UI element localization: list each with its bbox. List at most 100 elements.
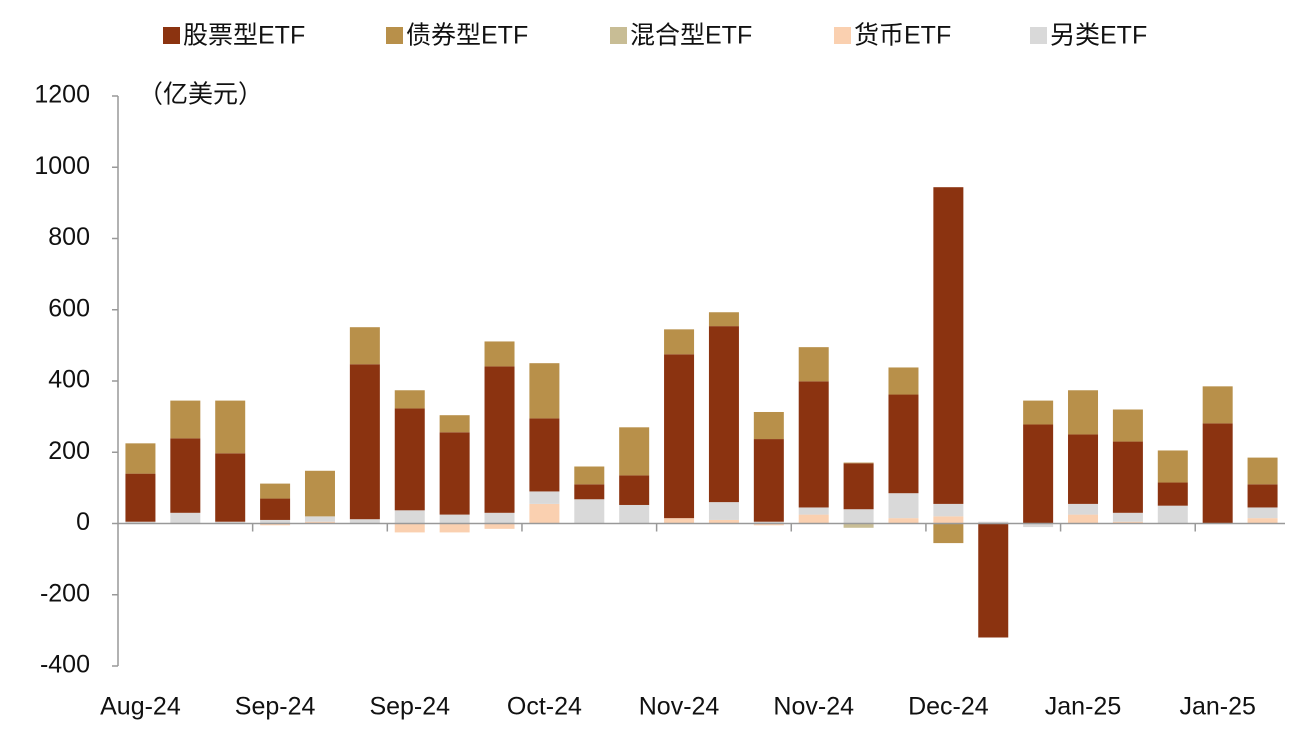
legend-label: 股票型ETF [183,22,305,50]
bar-segment [260,519,291,524]
bar-segment [574,466,605,485]
bar-segment [978,523,1009,638]
bar-segment [439,523,470,533]
bar-segment [753,523,784,526]
bar-segment [439,415,470,433]
bar-segment [215,521,246,524]
x-tick-label: Dec-24 [908,693,989,721]
bar-segment [484,341,515,367]
bar-segment [1023,424,1054,524]
bar-segment [304,516,335,522]
legend-swatch [163,27,180,44]
y-tick-label: 400 [48,366,90,394]
bar-segment [260,483,291,499]
bar-segment [708,326,739,503]
bar-segment [933,503,964,517]
y-tick-label: -200 [40,579,90,607]
bar-segment [349,519,380,524]
legend-label: 债券型ETF [406,22,528,50]
bar-segment [1247,484,1278,508]
bar-segment [170,438,201,513]
y-tick-label: 600 [48,294,90,322]
bar-segment [753,439,784,522]
bar-segment [1112,441,1143,513]
y-axis-label: （亿美元） [138,81,263,109]
bar-segment [1202,386,1233,424]
bar-segment [843,509,874,524]
bar-segment [260,498,291,520]
bar-segment [888,367,919,395]
bar-segment [798,507,829,515]
legend-swatch [386,27,403,44]
bar-segment [260,523,291,526]
bar-segment [1157,482,1188,506]
bar-segment [529,418,560,492]
bar-segment [529,491,560,504]
bar-segment [1247,457,1278,485]
bar-segment [1202,423,1233,524]
bar-segment [1112,512,1143,522]
bar-segment [888,493,919,519]
bar-segment [619,427,650,476]
legend-label: 另类ETF [1050,22,1147,50]
bar-segment [933,187,964,504]
bar-segment [574,484,605,500]
x-tick-label: Oct-24 [507,693,582,721]
bar-segment [1112,409,1143,442]
bar-segment [1068,390,1099,435]
bar-segment [394,390,425,409]
x-tick-label: Sep-24 [235,693,316,721]
bar-segment [888,394,919,494]
y-tick-label: 1200 [34,81,90,109]
y-tick-label: 200 [48,437,90,465]
bar-segment [484,523,515,529]
x-tick-label: Jan-25 [1045,693,1121,721]
x-tick-label: Jan-25 [1179,693,1255,721]
x-tick-label: Nov-24 [639,693,720,721]
bar-segment [304,521,335,524]
legend-label: 混合型ETF [630,22,752,50]
bar-segment [1157,505,1188,524]
legend-swatch [1030,27,1047,44]
bar-segment [978,521,1009,524]
x-tick-label: Sep-24 [369,693,450,721]
bar-segment [933,523,964,544]
bar-segment [708,312,739,327]
bar-segment [215,453,246,522]
x-tick-label: Nov-24 [773,693,854,721]
bar-segment [349,327,380,365]
bar-segment [394,510,425,524]
bar-segment [708,502,739,520]
y-tick-label: 800 [48,223,90,251]
bar-segment [215,400,246,454]
bar-segment [170,400,201,439]
bar-segment [1068,503,1099,515]
bar-segment [1247,507,1278,519]
bar-segment [708,519,739,524]
bar-segment [125,443,156,474]
y-tick-label: 1000 [34,152,90,180]
bar-segment [1023,400,1054,425]
bar-segment [619,504,650,524]
bar-segment [664,354,695,519]
bar-segment [888,518,919,524]
x-tick-label: Aug-24 [100,693,181,721]
bar-segment [798,347,829,382]
bar-segment [664,329,695,355]
bar-segment [664,518,695,524]
bar-segment [394,408,425,511]
bar-segment [484,366,515,513]
bar-segment [1068,514,1099,524]
bar-segment [1023,523,1054,528]
bar-segment [304,470,335,517]
bar-segment [125,473,156,522]
bar-segment [798,514,829,524]
bar-segment [125,521,156,524]
bar-segment [439,514,470,524]
bar-segment [1112,521,1143,524]
bar-segment [843,462,874,464]
legend-swatch [610,27,627,44]
bar-segment [529,503,560,524]
bar-segment [753,521,784,524]
